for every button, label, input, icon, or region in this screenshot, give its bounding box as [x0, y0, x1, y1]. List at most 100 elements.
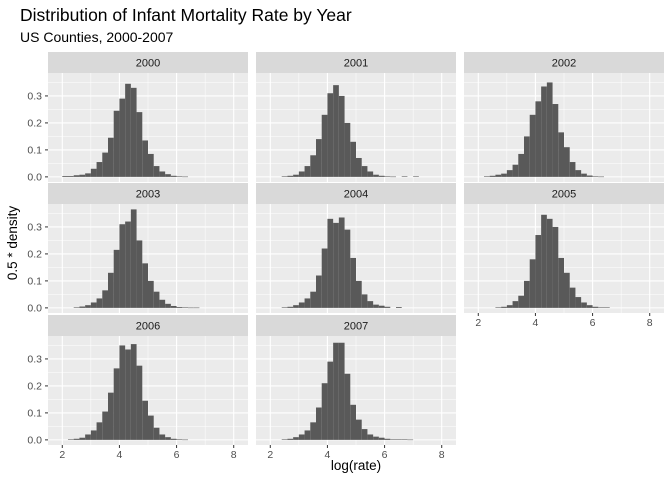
- histogram-bar: [350, 257, 356, 308]
- histogram-bar: [327, 218, 334, 308]
- x-tick-label: 4: [117, 449, 123, 461]
- histogram-bar: [165, 303, 171, 308]
- histogram-bar: [159, 171, 166, 177]
- histogram-bar: [193, 307, 200, 309]
- histogram-bar: [564, 147, 570, 177]
- histogram-bar: [333, 342, 339, 440]
- histogram-bar: [378, 305, 385, 308]
- histogram-bar: [108, 137, 114, 177]
- histogram-bar: [384, 438, 391, 440]
- histogram-bar: [512, 301, 519, 308]
- histogram-bar: [62, 176, 68, 177]
- histogram-bar: [298, 434, 305, 440]
- facet-strip: [48, 52, 248, 73]
- histogram-bar: [524, 136, 530, 177]
- histogram-bar: [130, 87, 137, 177]
- histogram-bar: [142, 140, 148, 177]
- histogram-bar: [506, 305, 513, 308]
- y-tick-label: 0.2: [27, 118, 42, 130]
- histogram-bar: [96, 298, 103, 308]
- histogram-bar: [153, 427, 160, 440]
- histogram-bar: [598, 307, 604, 308]
- histogram-bar: [281, 307, 288, 308]
- histogram-bar: [142, 263, 148, 308]
- histogram-bar: [373, 174, 379, 177]
- facet-strip: [464, 52, 664, 73]
- histogram-bar: [356, 280, 362, 308]
- histogram-bar: [350, 404, 356, 440]
- histogram-bar: [407, 439, 414, 441]
- histogram-bar: [575, 170, 582, 177]
- histogram-bar: [170, 438, 177, 440]
- chart-subtitle: US Counties, 2000-2007: [20, 29, 174, 45]
- histogram-bar: [529, 114, 536, 177]
- histogram-bar: [592, 306, 599, 308]
- histogram-bar: [176, 307, 183, 308]
- histogram-bar: [148, 280, 154, 308]
- histogram-bar: [401, 176, 408, 177]
- histogram-bar: [85, 173, 91, 177]
- histogram-bar: [518, 295, 524, 308]
- histogram-bar: [90, 430, 97, 440]
- histogram-bar: [130, 344, 137, 440]
- histogram-bar: [356, 419, 362, 440]
- histogram-bar: [489, 175, 496, 177]
- y-axis-title: 0.5 * density: [5, 206, 20, 281]
- histogram-bar: [512, 164, 519, 177]
- y-tick-label: 0.2: [27, 249, 42, 261]
- facet-strip-label: 2007: [344, 321, 368, 333]
- histogram-bar: [546, 82, 553, 177]
- facet-strip: [256, 315, 456, 336]
- histogram-bar: [176, 439, 183, 440]
- histogram-bar: [361, 294, 368, 308]
- facet-2003: 2003 0.0 0.1 0.2 0.3: [27, 183, 248, 315]
- histogram-bar: [148, 415, 154, 440]
- histogram-bar: [79, 437, 86, 440]
- facet-strip-label: 2002: [552, 58, 576, 70]
- histogram-bar: [541, 86, 547, 177]
- facet-strip: [48, 183, 248, 204]
- histogram-bar: [165, 437, 171, 440]
- histogram-bar: [321, 114, 328, 177]
- histogram-bar: [165, 174, 171, 177]
- histogram-bar: [327, 93, 334, 177]
- x-tick-label: 2: [267, 449, 273, 461]
- histogram-bar: [108, 392, 114, 440]
- histogram-bar: [535, 101, 542, 177]
- histogram-bar: [316, 407, 322, 440]
- x-tick-label: 6: [590, 317, 596, 329]
- histogram-bar: [113, 368, 120, 440]
- histogram-bar: [495, 307, 502, 308]
- x-tick-label: 2: [475, 317, 481, 329]
- histogram-bar: [316, 275, 322, 308]
- y-tick-label: 0.0: [27, 303, 42, 315]
- histogram-bar: [102, 411, 108, 440]
- histogram-bar: [125, 83, 131, 177]
- histogram-bar: [367, 171, 374, 177]
- histogram-bar: [529, 259, 536, 308]
- x-tick-label: 8: [647, 317, 653, 329]
- histogram-bar: [287, 306, 294, 308]
- histogram-bar: [182, 307, 188, 308]
- histogram-bar: [552, 104, 559, 177]
- histogram-bar: [546, 218, 553, 308]
- facet-panels: 2000 0.0 0.1 0.2 0.3 2001 2002 2003 0.0 0.1 0.2 0.3…: [27, 52, 664, 461]
- histogram-bar: [378, 437, 385, 440]
- histogram-bar: [344, 122, 351, 177]
- facet-strip: [48, 315, 248, 336]
- histogram-bar: [316, 139, 322, 177]
- histogram-bar: [113, 249, 120, 308]
- histogram-bar: [586, 175, 593, 177]
- histogram-bar: [373, 304, 379, 308]
- histogram-bar: [125, 221, 131, 308]
- histogram-bar: [159, 299, 166, 308]
- facet-2002: 2002: [464, 52, 664, 182]
- histogram-bar: [153, 291, 160, 308]
- y-tick-label: 0.0: [27, 435, 42, 447]
- histogram-bar: [350, 141, 356, 177]
- histogram-bar: [182, 176, 188, 178]
- histogram-bar: [96, 162, 103, 177]
- y-tick-label: 0.0: [27, 172, 42, 184]
- x-tick-label: 4: [533, 317, 539, 329]
